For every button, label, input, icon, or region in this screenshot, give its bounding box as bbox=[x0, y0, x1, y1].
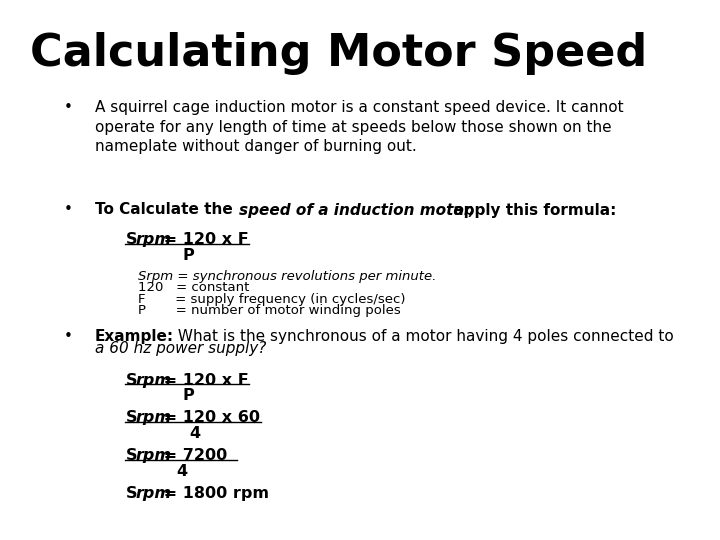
Text: speed of a induction motor,: speed of a induction motor, bbox=[238, 202, 474, 218]
Text: P       = number of motor winding poles: P = number of motor winding poles bbox=[138, 304, 400, 317]
Text: rpm: rpm bbox=[136, 373, 172, 388]
Text: What is the synchronous of a motor having 4 poles connected to: What is the synchronous of a motor havin… bbox=[173, 329, 674, 345]
Text: = 1800 rpm: = 1800 rpm bbox=[158, 486, 269, 501]
Text: = 120 x F: = 120 x F bbox=[158, 373, 248, 388]
Text: 4: 4 bbox=[189, 426, 200, 441]
Text: Calculating Motor Speed: Calculating Motor Speed bbox=[30, 32, 647, 76]
Text: rpm: rpm bbox=[136, 232, 172, 247]
Text: S: S bbox=[125, 486, 137, 501]
Text: Srpm = synchronous revolutions per minute.: Srpm = synchronous revolutions per minut… bbox=[138, 270, 436, 283]
Text: P: P bbox=[183, 248, 194, 263]
Text: a 60 hz power supply?: a 60 hz power supply? bbox=[94, 341, 266, 356]
Text: 4: 4 bbox=[176, 464, 188, 479]
Text: S: S bbox=[125, 448, 137, 463]
Text: A squirrel cage induction motor is a constant speed device. It cannot
operate fo: A squirrel cage induction motor is a con… bbox=[94, 100, 623, 154]
Text: rpm: rpm bbox=[136, 448, 172, 463]
Text: •: • bbox=[63, 329, 73, 345]
Text: P: P bbox=[183, 388, 194, 403]
Text: = 120 x F: = 120 x F bbox=[158, 232, 248, 247]
Text: •: • bbox=[63, 100, 73, 115]
Text: = 7200: = 7200 bbox=[158, 448, 227, 463]
Text: Example:: Example: bbox=[94, 329, 174, 345]
Text: rpm: rpm bbox=[136, 410, 172, 426]
Text: = 120 x 60: = 120 x 60 bbox=[158, 410, 260, 426]
Text: S: S bbox=[125, 373, 137, 388]
Text: S: S bbox=[125, 232, 137, 247]
Text: apply this formula:: apply this formula: bbox=[448, 202, 616, 218]
Text: 120   = constant: 120 = constant bbox=[138, 281, 249, 294]
Text: To Calculate the: To Calculate the bbox=[94, 202, 238, 218]
Text: F       = supply frequency (in cycles/sec): F = supply frequency (in cycles/sec) bbox=[138, 293, 405, 306]
Text: S: S bbox=[125, 410, 137, 426]
Text: •: • bbox=[63, 202, 73, 218]
Text: rpm: rpm bbox=[136, 486, 172, 501]
